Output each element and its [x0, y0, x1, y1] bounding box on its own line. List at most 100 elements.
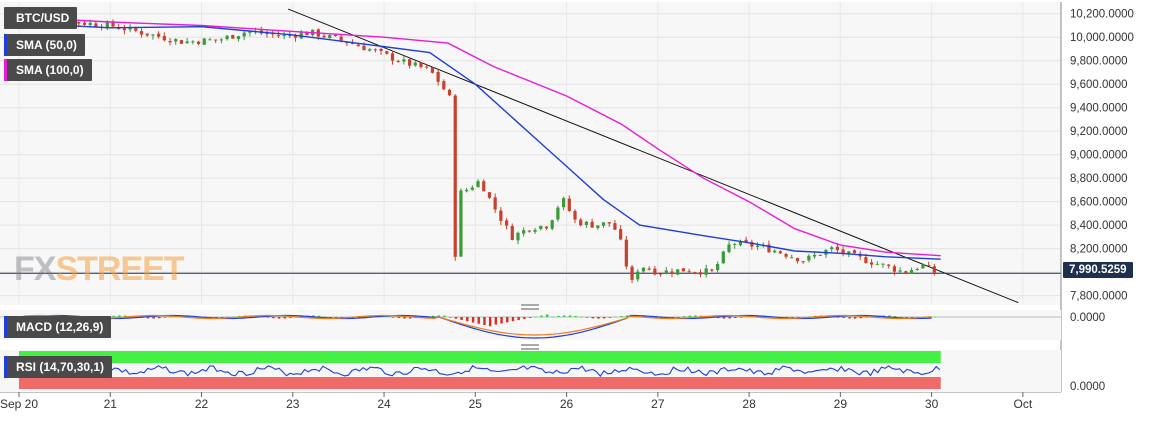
panel-resize-handle	[521, 308, 539, 310]
sma100-label[interactable]: SMA (100,0)	[4, 59, 92, 81]
candle-body	[145, 33, 149, 36]
macd-histogram-bar	[112, 315, 115, 317]
candle-body	[898, 270, 902, 272]
candle-body	[664, 270, 668, 274]
candle-body	[402, 59, 406, 62]
watermark-part-b: STREET	[55, 250, 184, 288]
sma-layer	[18, 16, 941, 260]
candle-body	[470, 187, 474, 190]
macd-histogram-bar	[437, 315, 441, 317]
candle-body	[322, 35, 326, 38]
candle-body	[214, 39, 218, 41]
candle-body	[157, 33, 161, 37]
candle-body	[909, 270, 914, 274]
candle-body	[676, 269, 680, 275]
candle-body	[151, 34, 155, 36]
macd-histogram-bar	[557, 315, 560, 317]
candle-body	[738, 240, 743, 246]
candle-body	[596, 225, 600, 229]
macd-histogram-bar	[118, 315, 121, 317]
macd-histogram-bar	[431, 315, 435, 317]
macd-histogram-bar	[266, 317, 269, 318]
candle-body	[698, 272, 703, 275]
macd-histogram-bar	[283, 317, 286, 319]
y-tick-label: 8,200.0000	[1070, 244, 1128, 256]
candle-body	[818, 254, 822, 256]
candle-body	[716, 264, 720, 271]
x-tick-label: Sep 20	[0, 397, 38, 411]
candle-body	[196, 41, 201, 45]
sma100-label-text: SMA (100,0)	[16, 63, 84, 77]
sma50-line	[18, 22, 941, 260]
sma50-swatch	[4, 34, 7, 56]
y-tick-label: 9,600.0000	[1070, 79, 1128, 91]
candle-body	[812, 254, 817, 257]
macd-histogram-bar	[289, 317, 292, 318]
candle-body	[174, 39, 178, 42]
candle-body	[493, 197, 497, 210]
macd-histogram-bar	[842, 317, 845, 318]
macd-histogram-bar	[739, 317, 743, 318]
candle-body	[887, 264, 891, 266]
macd-histogram-bar	[580, 316, 583, 318]
candle-body	[590, 221, 594, 228]
macd-histogram-bar	[488, 317, 492, 327]
macd-histogram-bar	[494, 317, 498, 325]
y-tick-label: 8,800.0000	[1070, 173, 1128, 185]
candle-body	[613, 223, 617, 230]
macd-histogram-bar	[620, 316, 623, 317]
grid	[0, 2, 1061, 392]
candle-body	[915, 269, 919, 271]
macd-histogram-bar	[534, 316, 537, 318]
rsi-label[interactable]: RSI (14,70,30,1)	[4, 356, 113, 378]
candle-body	[453, 95, 457, 257]
candle-body	[407, 59, 412, 66]
macd-histogram-bar	[517, 317, 520, 321]
sma50-label[interactable]: SMA (50,0)	[4, 34, 85, 56]
candle-body	[248, 31, 252, 33]
candle-body	[356, 44, 360, 47]
macd-histogram-bar	[682, 316, 686, 317]
candle-body	[442, 81, 446, 90]
candle-body	[533, 229, 537, 232]
macd-histogram-bar	[859, 317, 863, 319]
macd-histogram-bar	[409, 317, 412, 319]
macd-histogram-bar	[608, 317, 612, 318]
candle-body	[573, 211, 577, 220]
macd-histogram-bar	[717, 317, 720, 319]
last-price-tag: 7,990.5259	[1063, 262, 1133, 278]
macd-line	[23, 314, 932, 339]
x-tick-label: 24	[377, 397, 391, 411]
candle-body	[932, 266, 936, 273]
symbol-label[interactable]: BTC/USD	[4, 7, 78, 29]
candle-body	[510, 226, 514, 241]
macd-histogram-bar	[277, 317, 281, 319]
candle-body	[265, 33, 269, 35]
candle-body	[607, 222, 611, 224]
x-tick-label: 26	[560, 397, 574, 411]
macd-histogram-bar	[454, 317, 458, 319]
macd-histogram-bar	[625, 315, 629, 317]
macd-histogram-bar	[734, 317, 737, 319]
macd-histogram-bar	[146, 317, 150, 319]
candle-body	[385, 51, 389, 54]
candle-body	[413, 62, 417, 66]
candle-body	[139, 31, 144, 35]
candle-body	[436, 71, 440, 82]
candle-body	[305, 32, 309, 36]
candle-body	[191, 41, 195, 43]
macd-histogram-bar	[329, 317, 332, 318]
candle-body	[499, 210, 503, 221]
candle-body	[681, 268, 685, 272]
macd-histogram-bar	[523, 317, 526, 319]
macd-label[interactable]: MACD (12,26,9)	[4, 316, 112, 338]
candle-body	[550, 220, 554, 229]
macd-histogram-bar	[357, 317, 361, 318]
candle-body	[350, 42, 355, 44]
rsi-panel: 0.0000	[0, 350, 1105, 393]
panel-resize-handle	[521, 348, 539, 350]
x-tick-label: 22	[195, 397, 209, 411]
macd-histogram-bar	[477, 317, 480, 324]
candle-body	[927, 265, 931, 267]
